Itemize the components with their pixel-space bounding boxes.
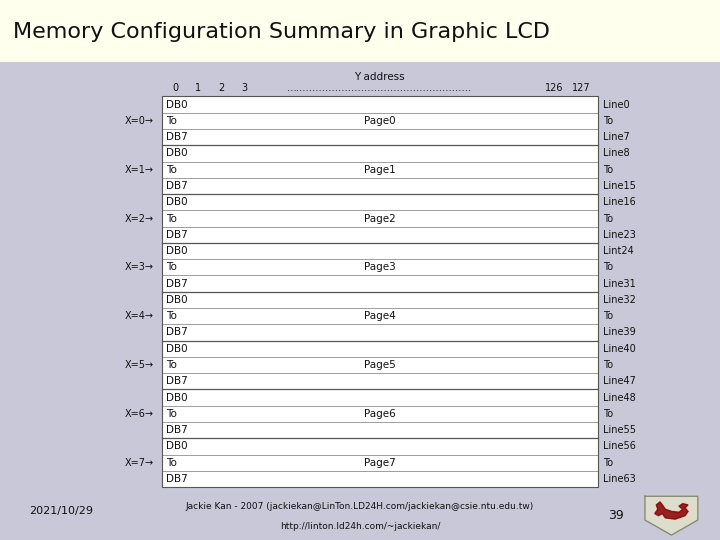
Text: DB7: DB7: [166, 474, 188, 484]
Text: 39: 39: [608, 509, 624, 522]
Text: Line40: Line40: [603, 344, 636, 354]
Text: To: To: [166, 458, 177, 468]
Text: DB7: DB7: [166, 132, 188, 142]
Text: 2: 2: [218, 83, 224, 93]
Text: Page2: Page2: [364, 213, 396, 224]
Text: 127: 127: [572, 83, 591, 93]
Text: Line0: Line0: [603, 99, 630, 110]
Text: DB0: DB0: [166, 295, 188, 305]
Text: 0: 0: [172, 83, 178, 93]
Text: 2021/10/29: 2021/10/29: [29, 506, 93, 516]
Text: DB0: DB0: [166, 393, 188, 403]
Text: 1: 1: [195, 83, 201, 93]
Text: To: To: [166, 409, 177, 419]
Text: Line56: Line56: [603, 441, 636, 451]
Text: To: To: [166, 213, 177, 224]
Text: Line63: Line63: [603, 474, 636, 484]
Text: Memory Configuration Summary in Graphic LCD: Memory Configuration Summary in Graphic …: [13, 22, 550, 42]
Text: X=5→: X=5→: [125, 360, 153, 370]
Text: To: To: [166, 311, 177, 321]
Text: DB0: DB0: [166, 441, 188, 451]
Text: X=0→: X=0→: [125, 116, 153, 126]
Text: Line7: Line7: [603, 132, 630, 142]
Text: DB0: DB0: [166, 99, 188, 110]
Text: Lint24: Lint24: [603, 246, 634, 256]
Text: Line15: Line15: [603, 181, 636, 191]
Text: X=6→: X=6→: [125, 409, 153, 419]
Text: To: To: [603, 458, 613, 468]
Text: Line31: Line31: [603, 279, 636, 289]
Polygon shape: [654, 502, 688, 519]
Text: Line55: Line55: [603, 425, 636, 435]
Text: Line48: Line48: [603, 393, 636, 403]
Text: DB7: DB7: [166, 327, 188, 338]
Text: Line16: Line16: [603, 197, 636, 207]
Text: Y address: Y address: [354, 72, 405, 82]
Text: Jackie Kan - 2007 (jackiekan@LinTon.LD24H.com/jackiekan@csie.ntu.edu.tw): Jackie Kan - 2007 (jackiekan@LinTon.LD24…: [186, 502, 534, 511]
Text: To: To: [166, 165, 177, 175]
Text: Page7: Page7: [364, 458, 396, 468]
Text: http://linton.ld24h.com/~jackiekan/: http://linton.ld24h.com/~jackiekan/: [280, 522, 440, 531]
Text: Page0: Page0: [364, 116, 395, 126]
Text: DB0: DB0: [166, 197, 188, 207]
Text: X=3→: X=3→: [125, 262, 153, 272]
Text: Page4: Page4: [364, 311, 396, 321]
Text: DB0: DB0: [166, 344, 188, 354]
Text: DB0: DB0: [166, 148, 188, 158]
Bar: [162, 97, 598, 487]
Text: Line8: Line8: [603, 148, 630, 158]
Text: DB0: DB0: [166, 246, 188, 256]
Text: To: To: [603, 262, 613, 272]
Text: DB7: DB7: [166, 181, 188, 191]
Text: Page1: Page1: [364, 165, 396, 175]
Text: To: To: [166, 262, 177, 272]
Text: To: To: [603, 165, 613, 175]
Text: Line32: Line32: [603, 295, 636, 305]
Text: DB7: DB7: [166, 279, 188, 289]
Text: Line47: Line47: [603, 376, 636, 386]
Text: 3: 3: [241, 83, 247, 93]
Polygon shape: [645, 496, 698, 535]
Text: To: To: [603, 360, 613, 370]
Text: To: To: [166, 116, 177, 126]
Text: Page3: Page3: [364, 262, 396, 272]
Text: …………………………………………………: …………………………………………………: [287, 83, 472, 93]
Text: To: To: [603, 213, 613, 224]
Text: X=4→: X=4→: [125, 311, 153, 321]
Text: 126: 126: [545, 83, 564, 93]
Text: X=1→: X=1→: [125, 165, 153, 175]
Text: Line39: Line39: [603, 327, 636, 338]
Text: To: To: [603, 409, 613, 419]
Text: Page6: Page6: [364, 409, 396, 419]
Text: DB7: DB7: [166, 230, 188, 240]
Text: DB7: DB7: [166, 425, 188, 435]
Text: To: To: [166, 360, 177, 370]
Text: To: To: [603, 116, 613, 126]
Text: DB7: DB7: [166, 376, 188, 386]
Text: Page5: Page5: [364, 360, 396, 370]
Text: To: To: [603, 311, 613, 321]
Text: Line23: Line23: [603, 230, 636, 240]
Text: X=7→: X=7→: [125, 458, 153, 468]
Text: X=2→: X=2→: [125, 213, 153, 224]
